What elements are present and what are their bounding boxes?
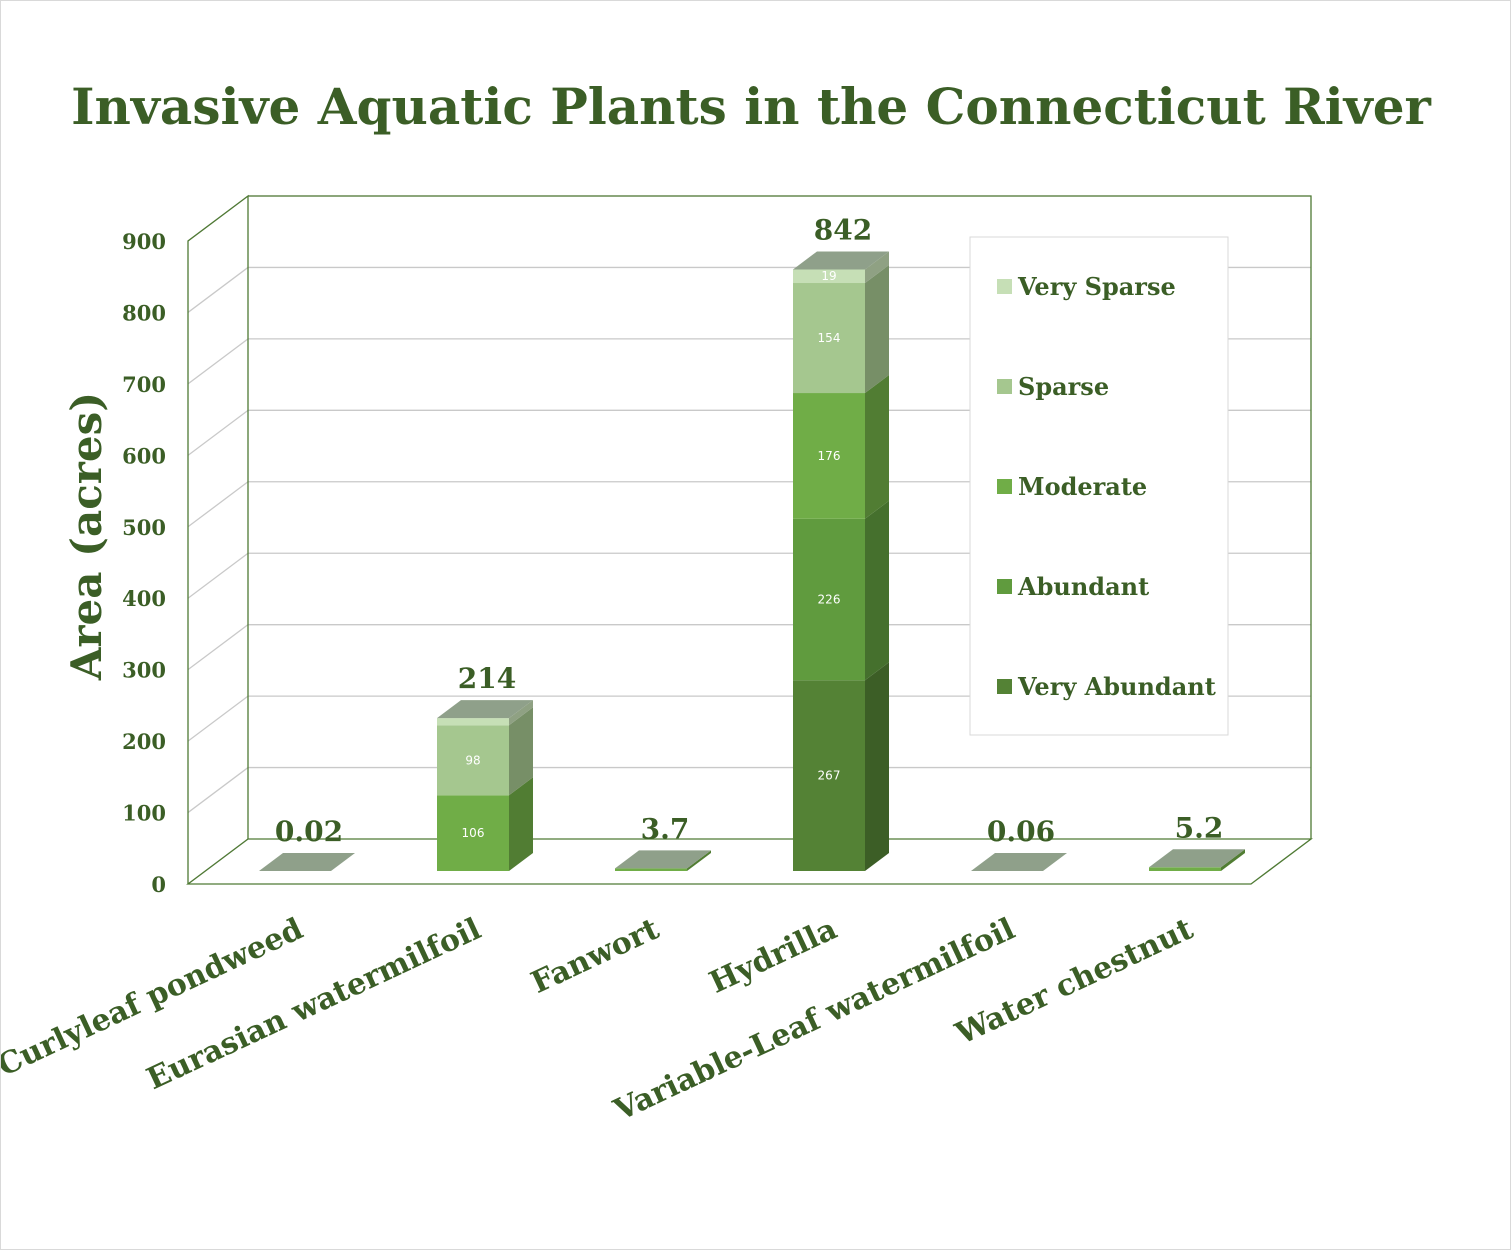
- legend-swatch: [997, 279, 1012, 294]
- y-tick-label: 700: [122, 372, 166, 397]
- side-gridline: [188, 410, 248, 455]
- legend-swatch: [997, 479, 1012, 494]
- y-tick-label: 300: [122, 658, 166, 683]
- legend: Very Sparse Sparse Moderate Abundant Very Ab…: [970, 237, 1228, 735]
- bar-total-label: 5.2: [1175, 811, 1224, 844]
- legend-swatch: [997, 679, 1012, 694]
- y-tick-label: 0: [151, 872, 166, 897]
- floor: [188, 839, 1311, 884]
- segment-label: 98: [465, 753, 480, 767]
- bar-top: [259, 853, 355, 871]
- y-axis-ticks: 0 100 200 300 400 500 600 700 800 900: [122, 229, 166, 897]
- bar-top: [971, 853, 1067, 871]
- y-tick-label: 200: [122, 729, 166, 754]
- bar-stack: 0.02: [259, 815, 355, 871]
- legend-label: Moderate: [1018, 472, 1147, 501]
- side-wall: [188, 196, 248, 884]
- bar-total-label: 0.02: [275, 815, 343, 848]
- legend-swatch: [997, 379, 1012, 394]
- bar-stack: 0.06: [971, 815, 1067, 871]
- bar-segment-side: [865, 375, 889, 519]
- x-tick-label: Curlyleaf pondweed: [1, 912, 308, 1084]
- bar-segment-side: [865, 265, 889, 393]
- y-tick-label: 800: [122, 300, 166, 325]
- side-gridline: [188, 267, 248, 312]
- side-gridline: [188, 625, 248, 670]
- legend-label: Sparse: [1018, 372, 1109, 401]
- side-gridline: [188, 553, 248, 598]
- bar-stack: 267 226 176 154 19 842: [793, 213, 889, 871]
- legend-label: Abundant: [1017, 572, 1149, 601]
- legend-swatch: [997, 579, 1012, 594]
- bar-segment-side: [865, 662, 889, 871]
- segment-label: 154: [818, 331, 841, 345]
- legend-label: Very Abundant: [1017, 672, 1216, 701]
- side-gridline: [188, 339, 248, 384]
- bar-total-label: 3.7: [641, 812, 690, 845]
- segment-label: 267: [818, 769, 841, 783]
- side-gridline: [188, 768, 248, 813]
- x-tick-label: Eurasian watermilfoil: [142, 912, 487, 1098]
- bar-stack: 106 98 214: [437, 662, 533, 871]
- bar-segment: [1149, 867, 1221, 871]
- bar-stack: 3.7: [615, 812, 711, 871]
- bar-top: [1149, 849, 1245, 867]
- segment-label: 176: [818, 449, 841, 463]
- bar-segment-side: [865, 501, 889, 680]
- segment-label: 226: [818, 593, 841, 607]
- x-tick-label: Fanwort: [526, 911, 665, 1000]
- bar-segment: [437, 718, 509, 725]
- bar-total-label: 214: [458, 662, 516, 695]
- y-tick-label: 400: [122, 586, 166, 611]
- y-axis-label: Area (acres): [62, 392, 111, 681]
- segment-label: 106: [462, 826, 485, 840]
- y-tick-label: 500: [122, 515, 166, 540]
- segment-label: 19: [821, 269, 836, 283]
- side-gridline: [188, 696, 248, 741]
- y-tick-label: 100: [122, 801, 166, 826]
- bar-total-label: 842: [814, 213, 872, 246]
- x-tick-label: Hydrilla: [704, 912, 842, 1001]
- y-tick-label: 600: [122, 443, 166, 468]
- bar-stack: 5.2: [1149, 811, 1245, 871]
- bar-total-label: 0.06: [987, 815, 1055, 848]
- side-gridline: [188, 482, 248, 527]
- legend-label: Very Sparse: [1017, 272, 1176, 301]
- bar-top: [615, 850, 711, 868]
- y-tick-label: 900: [122, 229, 166, 254]
- chart-title: Invasive Aquatic Plants in the Connectic…: [71, 77, 1431, 136]
- bar-segment: [615, 868, 687, 871]
